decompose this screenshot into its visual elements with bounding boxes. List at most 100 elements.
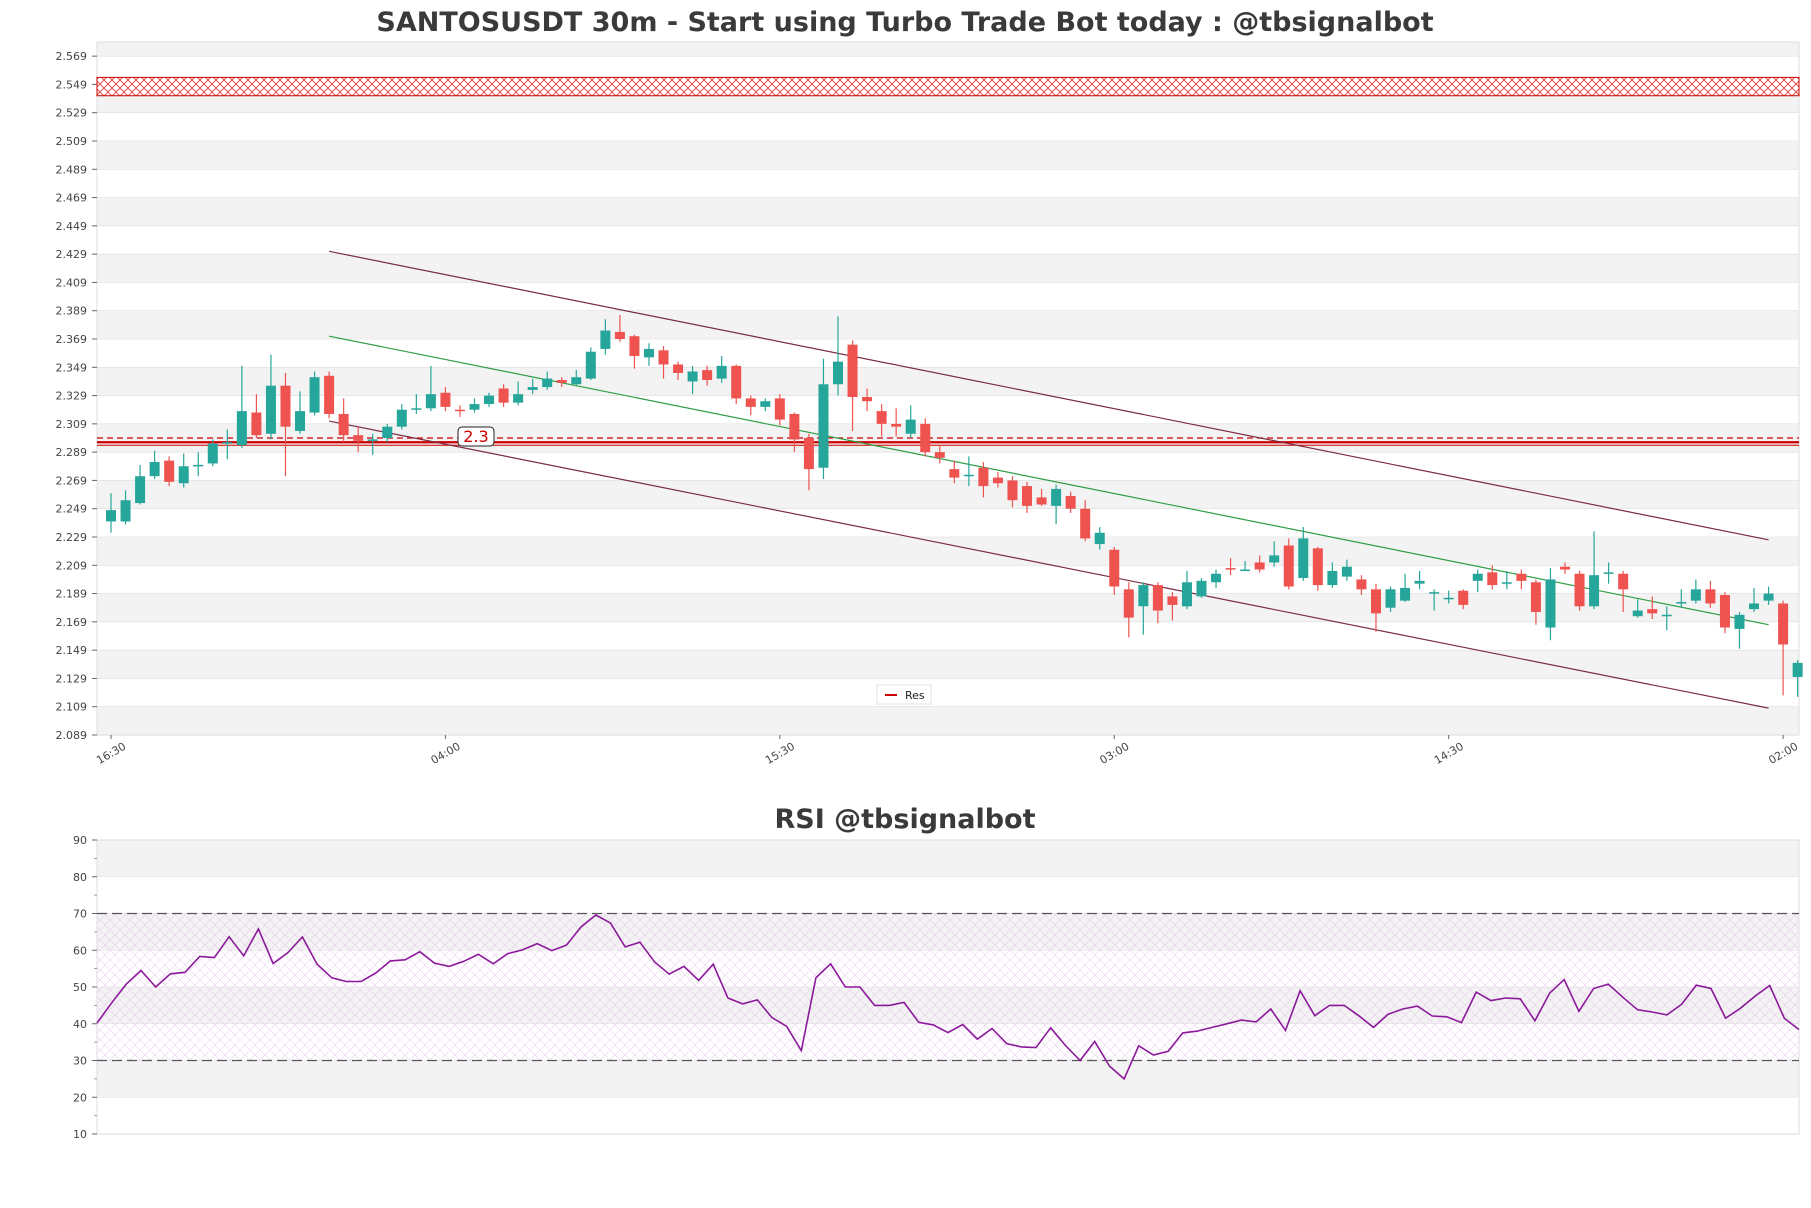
resistance-line (97, 437, 1799, 446)
candle-body (178, 466, 189, 484)
candle-body (1181, 582, 1192, 607)
price-tick-label: 2.529 (56, 107, 88, 120)
price-band (97, 508, 1799, 537)
price-tick-label: 2.409 (56, 276, 88, 289)
candle-body (1632, 610, 1643, 617)
candle-body (702, 370, 713, 381)
candle-body (295, 411, 306, 431)
candle-body (1690, 589, 1701, 601)
rsi-tick-label: 80 (73, 871, 87, 884)
candle-body (1007, 480, 1018, 501)
rsi-chart-title: RSI @tbsignalbot (774, 804, 1035, 835)
price-tick-label: 2.449 (56, 220, 88, 233)
candle-body (629, 336, 640, 356)
candle-body (1516, 573, 1527, 581)
rsi-tick-label: 70 (73, 908, 87, 921)
price-tick-label: 2.329 (56, 390, 88, 403)
time-tick-label: 16:30 (94, 740, 128, 767)
candle-body (1327, 570, 1338, 586)
price-tick-label: 2.189 (56, 588, 88, 601)
resistance-zone (96, 76, 1800, 97)
price-band (97, 225, 1799, 255)
candle-body (1080, 508, 1091, 539)
price-tick-label: 2.229 (56, 531, 88, 544)
channel-line-upper (328, 250, 1769, 541)
trend-channel (328, 250, 1769, 709)
candle-body (1400, 587, 1411, 601)
candle-body (833, 361, 843, 385)
candle-body (1719, 594, 1730, 628)
candle-body (382, 426, 393, 438)
candle-body (934, 452, 945, 458)
price-tick-label: 2.489 (56, 163, 88, 176)
candle-body (687, 371, 698, 382)
legend-box (876, 684, 932, 705)
price-band (97, 593, 1799, 622)
rsi-tick-label: 60 (73, 944, 87, 957)
rsi-tick-label: 10 (73, 1128, 87, 1141)
time-tick-label: 02:00 (1766, 740, 1800, 767)
candle-body (818, 384, 829, 468)
price-band (97, 537, 1799, 566)
price-band (97, 112, 1799, 141)
candle-body (1312, 548, 1323, 586)
candle-body (1022, 486, 1033, 506)
candle-body (862, 396, 873, 402)
resistance-zone-band (96, 76, 1800, 97)
candle-body (265, 385, 276, 434)
rsi-tick-label: 20 (73, 1091, 87, 1104)
candle-body (1530, 582, 1541, 612)
legend-res-label: Res (905, 689, 925, 702)
price-tick-label: 2.309 (56, 418, 88, 431)
price-band (97, 310, 1799, 339)
price-band (97, 395, 1799, 424)
price-band (97, 339, 1799, 368)
price-tick-label: 2.289 (56, 446, 88, 459)
candle-body (1443, 597, 1454, 600)
price-tick-label: 2.129 (56, 672, 88, 685)
candle-body (963, 474, 974, 477)
price-band (97, 452, 1799, 481)
candle-body (1560, 566, 1570, 570)
candle-body (1414, 580, 1425, 584)
candle-body (309, 377, 320, 413)
candle-body (992, 477, 1003, 484)
rsi-levels (97, 912, 1799, 1062)
candle-body (1051, 488, 1062, 506)
candle-body (1065, 495, 1076, 509)
rsi-tick-label: 50 (73, 981, 87, 994)
candle-body (1792, 662, 1803, 678)
time-axis: 16:30 04:00 15:30 03:00 14:30 02:00 (94, 735, 1800, 767)
rsi-band (97, 1060, 1799, 1098)
price-tick-label: 2.389 (56, 305, 88, 318)
candle-body (1211, 573, 1222, 583)
candle-body (774, 398, 785, 420)
channel-line-lower (328, 420, 1769, 709)
resistance-label-box (457, 426, 495, 447)
candle-body (760, 401, 771, 407)
candle-body (222, 442, 233, 444)
candle-body (353, 435, 364, 441)
candles (106, 314, 1803, 697)
candle-body (1749, 603, 1760, 610)
time-tick-label: 15:30 (763, 740, 797, 767)
candle-body (1036, 497, 1047, 505)
price-band (97, 565, 1799, 594)
candle-body (280, 385, 291, 427)
price-axis: 2.089 2.109 2.129 2.149 2.169 2.189 2.209 2.229… (56, 50, 97, 742)
candle-body (1458, 590, 1469, 605)
candle-body (1167, 596, 1178, 605)
candle-body (978, 467, 989, 487)
candle-body (949, 469, 960, 478)
price-band (97, 480, 1799, 509)
candle-body (498, 388, 509, 403)
rsi-line (96, 914, 1800, 1081)
candle-body (847, 344, 858, 397)
candle-body (1196, 580, 1207, 597)
rsi-series (96, 914, 1800, 1081)
candle-body (1647, 609, 1658, 614)
candle-body (135, 476, 146, 504)
candle-body (1574, 573, 1585, 607)
price-band (97, 650, 1799, 679)
price-tick-label: 2.469 (56, 192, 88, 205)
